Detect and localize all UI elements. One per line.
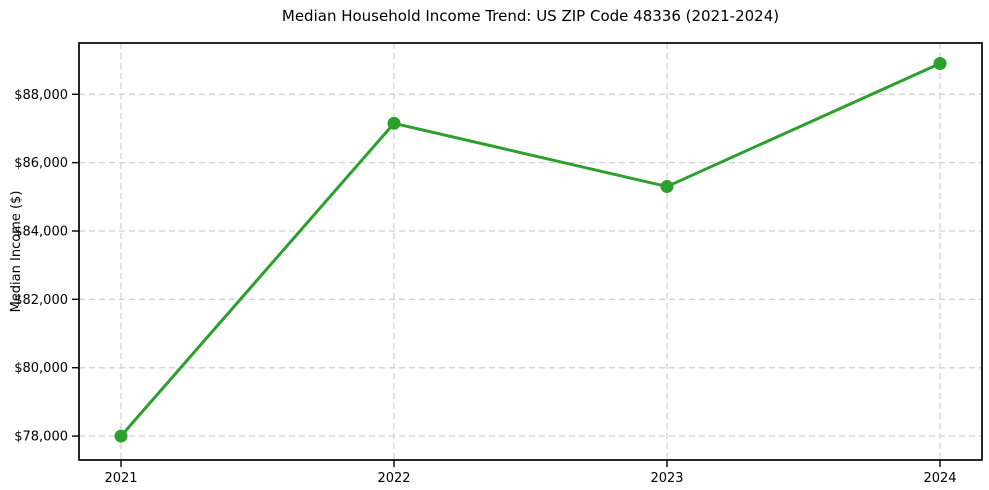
trend-line <box>119 62 942 438</box>
x-tick-label: 2023 <box>650 471 683 486</box>
x-tick-label: 2022 <box>377 471 410 486</box>
data-point-2021 <box>114 429 128 443</box>
plot-border <box>78 42 983 461</box>
y-axis-label: Median Income ($) <box>9 190 24 313</box>
y-tick-label: $84,000 <box>14 224 68 239</box>
x-tick-label: 2021 <box>104 471 137 486</box>
data-point-2023 <box>660 180 674 194</box>
y-tick-label: $86,000 <box>14 156 68 171</box>
y-tick-label: $78,000 <box>14 430 68 445</box>
y-tick-label: $82,000 <box>14 293 68 308</box>
x-tick-label: 2024 <box>923 471 956 486</box>
y-tick-label: $88,000 <box>14 88 68 103</box>
y-tick-label: $80,000 <box>14 361 68 376</box>
data-point-2024 <box>933 57 947 71</box>
data-point-2022 <box>387 116 401 130</box>
chart-title: Median Household Income Trend: US ZIP Co… <box>281 7 780 25</box>
